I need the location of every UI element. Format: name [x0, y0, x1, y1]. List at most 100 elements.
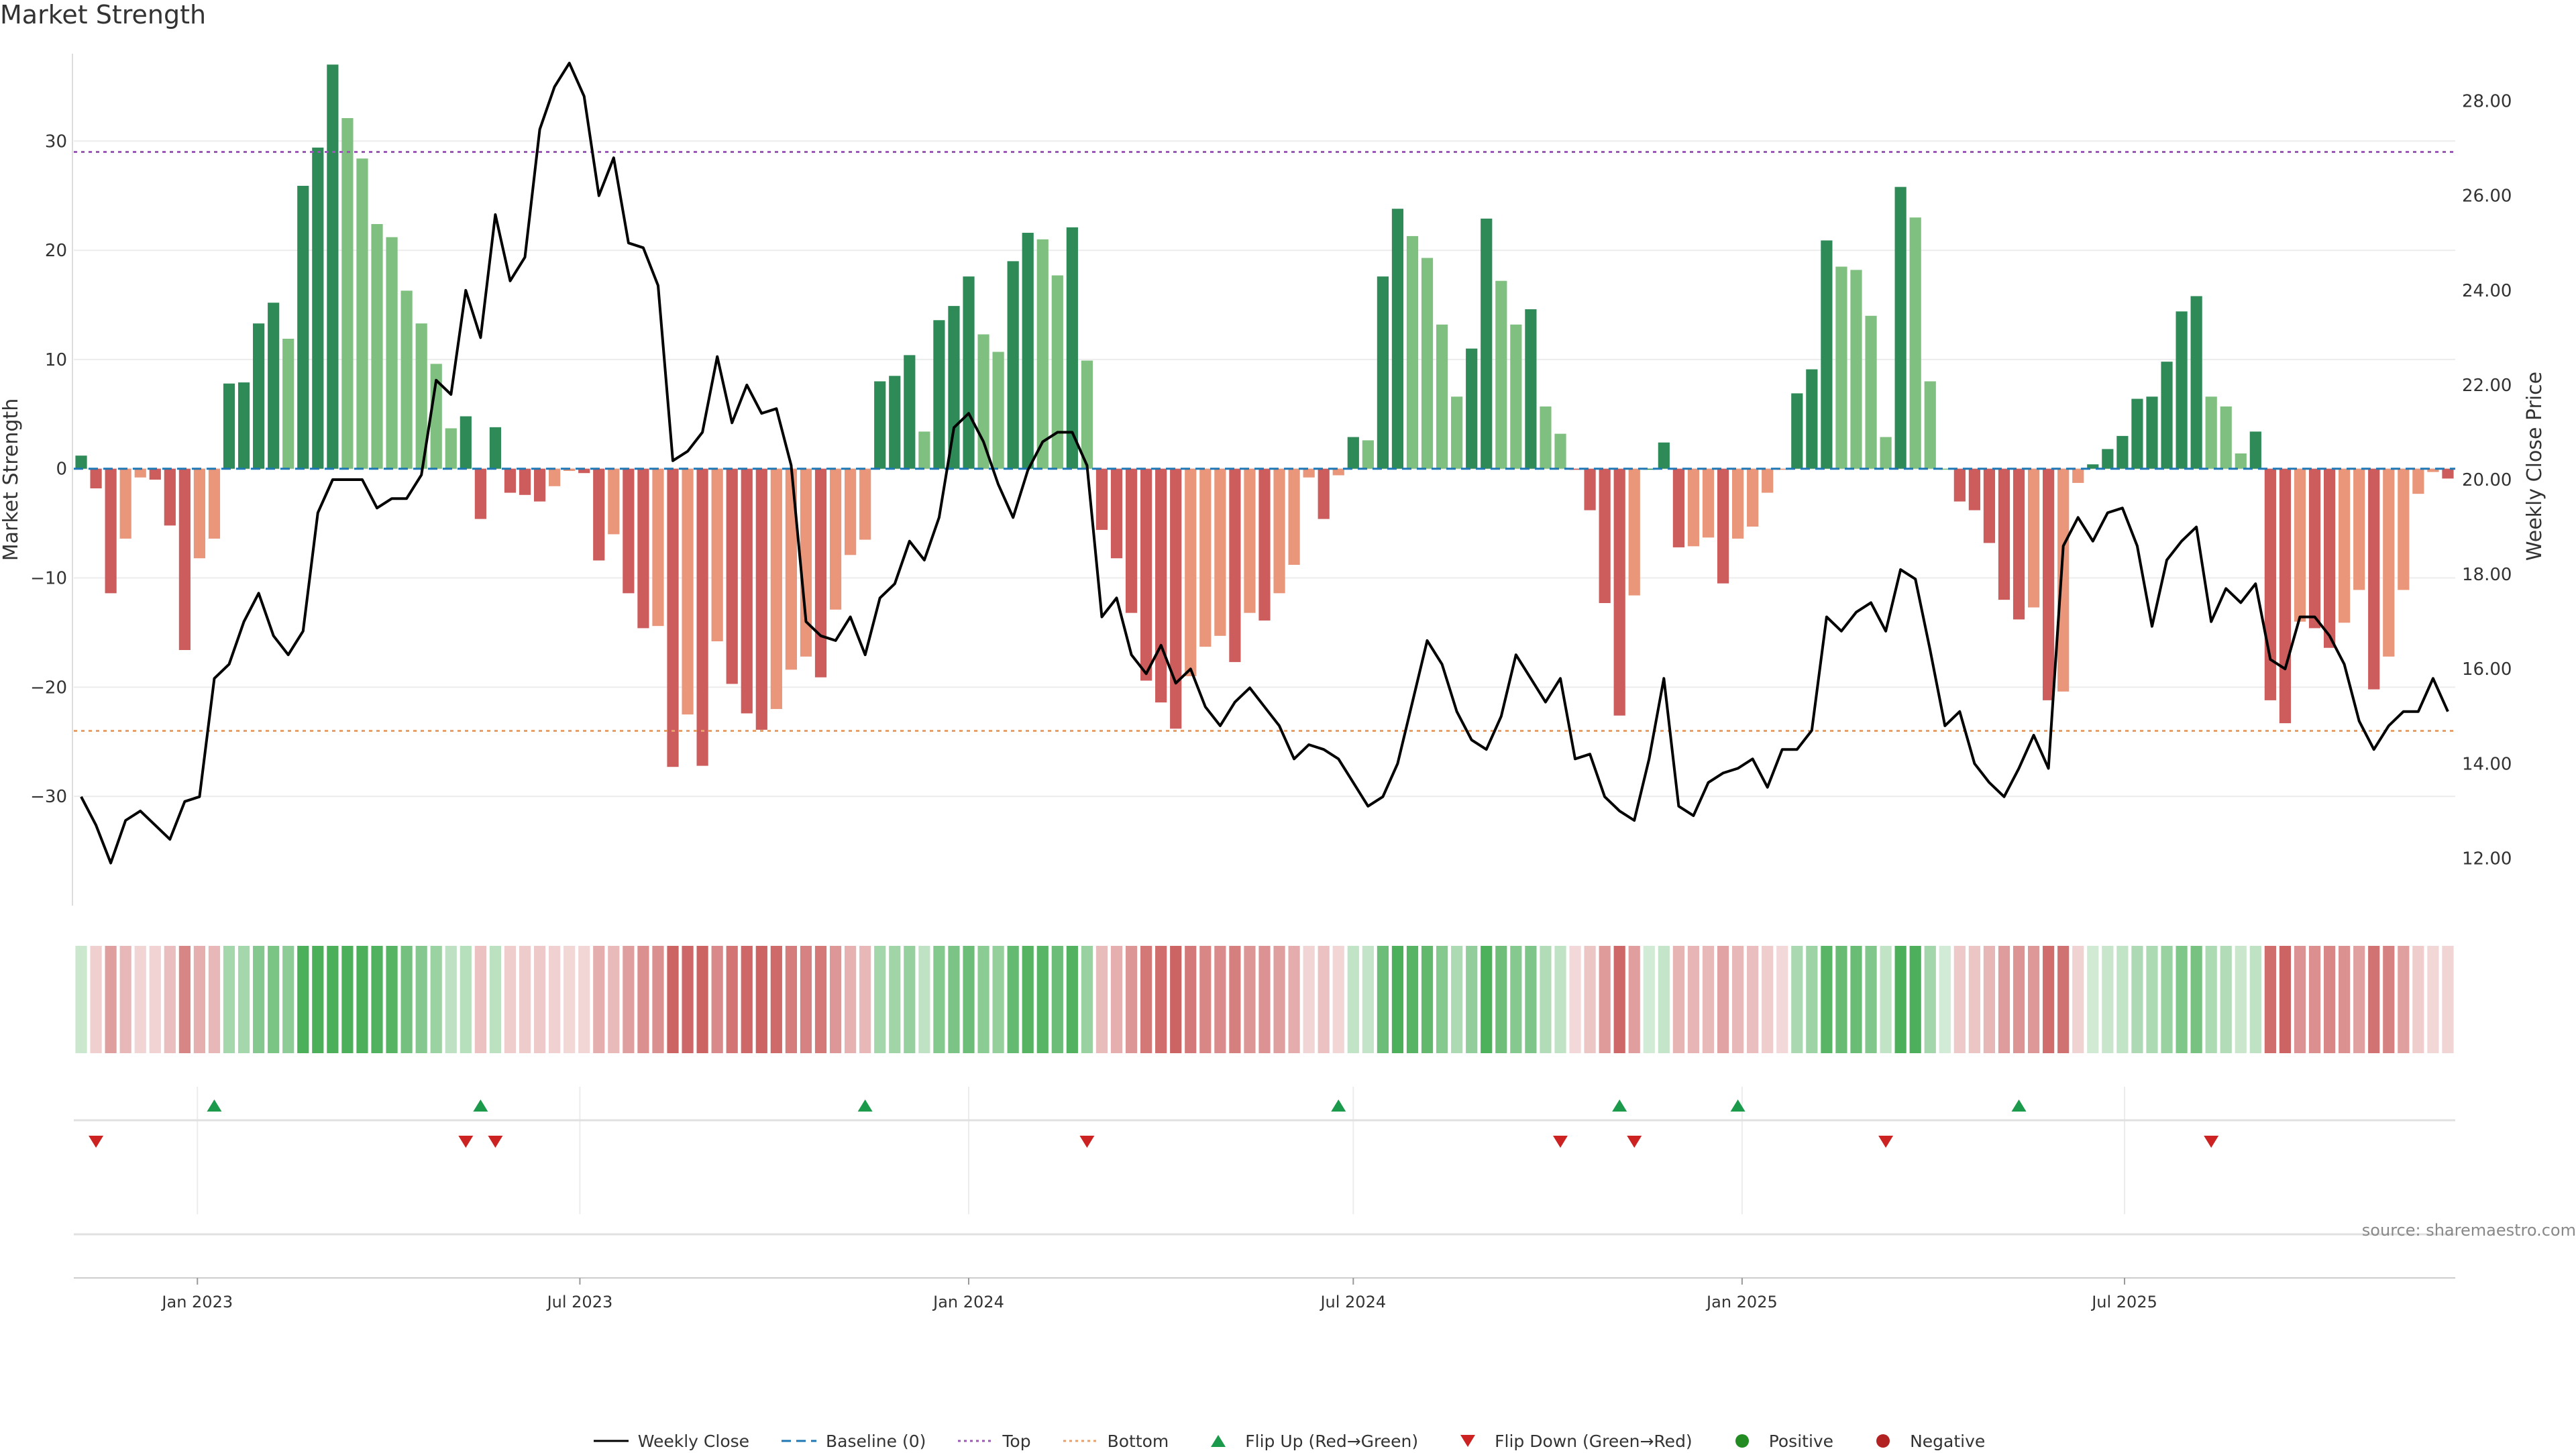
legend-item-flip-down: Flip Down (Green→Red)	[1448, 1431, 1693, 1451]
heat-cell	[223, 946, 235, 1053]
heat-cell	[1894, 946, 1907, 1053]
strength-bar	[1731, 468, 1744, 539]
strength-bar	[415, 323, 427, 469]
strength-bar	[859, 468, 871, 540]
strength-bar	[904, 355, 916, 469]
heat-cell	[1007, 946, 1019, 1053]
heat-cell	[564, 946, 576, 1053]
strength-bar	[1628, 468, 1640, 596]
heat-cell	[1185, 946, 1197, 1053]
x-tick-label: Jul 2025	[2090, 1293, 2157, 1311]
heat-cell	[608, 946, 620, 1053]
heat-cell	[1599, 946, 1611, 1053]
heat-cell	[2442, 946, 2454, 1053]
x-axis: Jan 2023 Jul 2023 Jan 2024 Jul 2024 Jan 2025…	[74, 1277, 2455, 1311]
heat-cell	[1717, 946, 1729, 1053]
baseline-icon	[782, 1440, 817, 1442]
strength-bar	[1170, 468, 1182, 729]
strength-bar	[1332, 468, 1344, 476]
bottom-icon	[1063, 1440, 1098, 1442]
y-left-tick-label: 0	[56, 460, 67, 480]
heat-cell	[2176, 946, 2188, 1053]
legend-label: Weekly Close	[637, 1431, 750, 1451]
flip-up-marker	[473, 1099, 488, 1112]
heat-cell	[755, 946, 767, 1053]
heat-cell	[770, 946, 782, 1053]
strength-bar	[1643, 468, 1655, 470]
strength-bar	[623, 468, 635, 594]
strength-bar	[711, 468, 723, 641]
strength-bar	[312, 148, 324, 469]
heat-cell	[1584, 946, 1596, 1053]
x-tick-label: Jan 2025	[1705, 1293, 1778, 1311]
heat-cell	[445, 946, 457, 1053]
heat-cell	[652, 946, 664, 1053]
strength-bar	[445, 428, 457, 469]
strength-bar	[1244, 468, 1256, 613]
y-right-tick-label: 22.00	[2462, 376, 2512, 396]
legend-item-negative: Negative	[1863, 1431, 1985, 1451]
strength-bar	[237, 382, 250, 469]
heat-cell	[1258, 946, 1271, 1053]
strength-bar	[1495, 280, 1507, 469]
heat-cell	[637, 946, 649, 1053]
heat-cell	[2427, 946, 2439, 1053]
strength-bar	[253, 323, 265, 469]
heat-cell	[119, 946, 131, 1053]
strength-bar	[1835, 266, 1847, 469]
strength-bar	[652, 468, 664, 627]
strength-bar	[386, 237, 398, 469]
heat-cell	[533, 946, 546, 1053]
heat-cell	[1214, 946, 1226, 1053]
strength-bar	[2412, 468, 2424, 494]
flip-down-marker	[89, 1136, 104, 1148]
y-left-tick-label: −30	[30, 787, 67, 807]
strength-bar	[1554, 433, 1566, 469]
chart-title: Market Strength	[0, 0, 207, 30]
strength-bar	[193, 468, 206, 559]
strength-bar	[992, 352, 1004, 469]
heat-cell	[1658, 946, 1670, 1053]
heat-cell	[1909, 946, 1921, 1053]
heat-cell	[1155, 946, 1167, 1053]
strength-bar	[889, 376, 901, 469]
strength-bar	[948, 306, 960, 469]
strength-bar	[1466, 348, 1478, 469]
heat-cell	[1110, 946, 1123, 1053]
strength-bar	[933, 320, 945, 469]
heat-cell	[2205, 946, 2217, 1053]
heat-cell	[918, 946, 930, 1053]
heat-cell	[2339, 946, 2351, 1053]
strength-bar	[1406, 235, 1419, 469]
flip-down-marker	[458, 1136, 474, 1148]
heat-cell	[785, 946, 798, 1053]
strength-bar	[1880, 437, 1892, 469]
heat-cell	[800, 946, 812, 1053]
strength-bar	[2339, 468, 2351, 623]
heat-cell	[2043, 946, 2055, 1053]
legend-item-bottom: Bottom	[1061, 1431, 1169, 1451]
heat-cell	[341, 946, 354, 1053]
strength-bar	[2398, 468, 2410, 590]
strength-bar	[2087, 464, 2099, 469]
heat-cell	[992, 946, 1004, 1053]
heat-cell	[327, 946, 339, 1053]
strength-bar	[282, 338, 294, 469]
heat-cell	[178, 946, 191, 1053]
weekly-close-icon	[593, 1440, 629, 1442]
heat-cell	[297, 946, 309, 1053]
strength-bar	[1303, 468, 1315, 478]
heat-cell	[1199, 946, 1212, 1053]
strength-bar	[1140, 468, 1152, 681]
strength-bar	[371, 224, 383, 469]
strength-bar	[696, 468, 708, 766]
heat-cell	[2412, 946, 2424, 1053]
heat-cell	[1081, 946, 1093, 1053]
strength-bar	[578, 468, 590, 474]
heat-cell	[711, 946, 723, 1053]
heat-cell	[1022, 946, 1034, 1053]
strength-bar	[977, 334, 989, 469]
heat-cell	[2249, 946, 2261, 1053]
y-axes: −30 −20 −10 0 10 20 30 Market Strength 12.00 14.0…	[0, 92, 2546, 869]
heat-cell	[1525, 946, 1537, 1053]
